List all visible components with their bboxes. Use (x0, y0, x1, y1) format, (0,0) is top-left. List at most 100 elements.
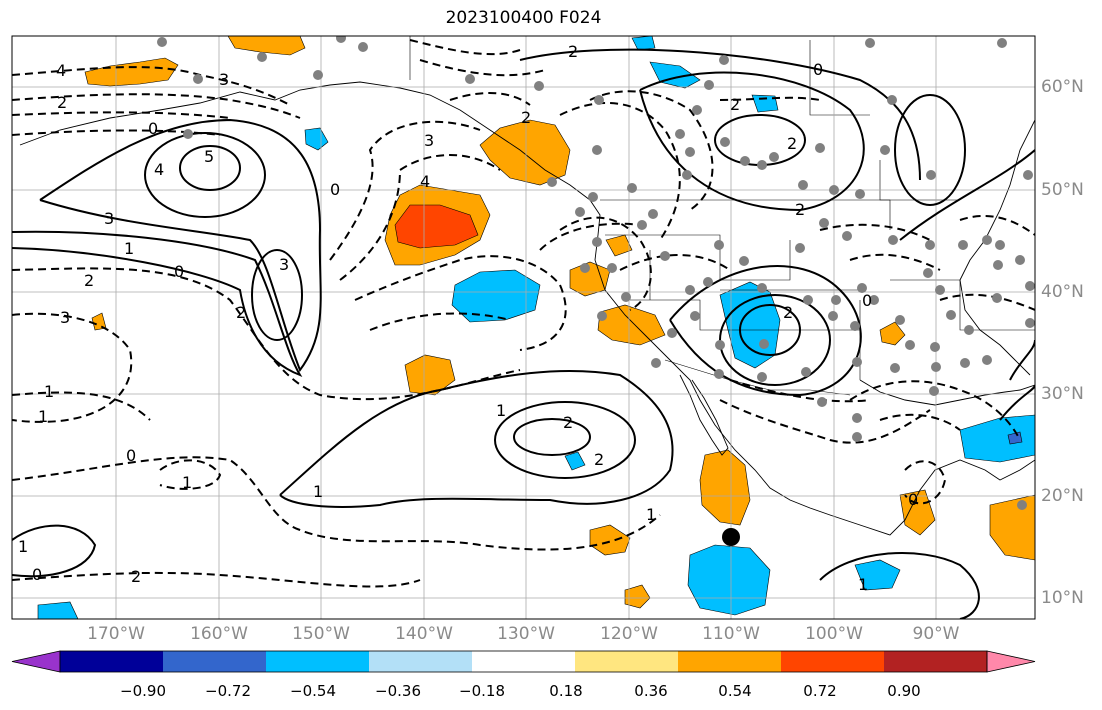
contour-label: 2 (783, 303, 793, 322)
shade-orange-trop (589, 524, 631, 556)
contour-label: 4 (420, 172, 430, 191)
contour-label: 2 (521, 108, 531, 127)
lon-label: 160°W (190, 624, 248, 644)
contour-label: 1 (646, 505, 656, 524)
colorbar-tick-label: −0.54 (290, 682, 336, 700)
colorbar-extend-low (11, 650, 61, 673)
shade-orange-sm4 (605, 234, 633, 257)
shade-orange-sub (404, 354, 456, 396)
contour-label: 2 (568, 42, 578, 61)
contour-labels: 4 3 2 0 5 4 3 1 0 2 3 2 1 1 0 1 0 2 3 4 … (18, 42, 918, 594)
lat-label: 50°N (1041, 180, 1084, 200)
lon-label: 130°W (497, 624, 555, 644)
shade-cyan-sm (564, 451, 586, 471)
lat-label: 60°N (1041, 77, 1084, 97)
lon-label: 150°W (292, 624, 350, 644)
shade-orange-mexico (699, 449, 751, 526)
colorbar-tick-label: 0.54 (718, 682, 752, 700)
contour-label: 0 (813, 60, 823, 79)
lon-label: 120°W (600, 624, 658, 644)
coastlines (19, 81, 1035, 536)
lat-label: 30°N (1041, 384, 1084, 404)
map-frame (11, 35, 1036, 620)
lon-label: 140°W (395, 624, 453, 644)
shade-orange-sm2 (879, 321, 906, 346)
colorbar-segment (884, 651, 988, 672)
colorbar-tick-label: 0.18 (549, 682, 583, 700)
contour-label: 2 (236, 303, 246, 322)
contour-label: 1 (182, 473, 192, 492)
shade-orange-alaska (84, 57, 179, 87)
lon-label: 110°W (702, 624, 760, 644)
contour-label: 3 (279, 255, 289, 274)
colorbar-segment (678, 651, 782, 672)
contour-label: 2 (57, 93, 67, 112)
shade-orange-small1 (624, 584, 651, 609)
lat-label: 20°N (1041, 486, 1084, 506)
shade-cyan-east (854, 559, 901, 591)
contour-label: 1 (18, 537, 28, 556)
contour-label: 2 (131, 567, 141, 586)
colorbar-segment (781, 651, 885, 672)
contour-label: 0 (148, 119, 158, 138)
colorbar-segment (369, 651, 473, 672)
contour-label: 1 (313, 482, 323, 501)
contour-label: 5 (204, 147, 214, 166)
colorbar-segment (60, 651, 164, 672)
colorbar-tick-label: 0.90 (887, 682, 921, 700)
shade-orange-caribbean (989, 494, 1035, 561)
shade-orange-gulf (899, 489, 936, 536)
colorbar-tick-label: −0.72 (205, 682, 251, 700)
map-title: 2023100400 F024 (445, 8, 602, 28)
shade-cyan-alaska (304, 127, 329, 151)
contour-label: 2 (730, 95, 740, 114)
lat-label: 10°N (1041, 588, 1084, 608)
shade-cyan-bottom (37, 601, 79, 619)
colorbar (11, 650, 1036, 673)
shade-cyan-pacific (451, 269, 541, 323)
contour-label: 2 (84, 271, 94, 290)
contour-label: 0 (908, 490, 918, 509)
target-marker (722, 528, 740, 546)
colorbar-extend-high (986, 650, 1036, 673)
contour-label: 4 (56, 61, 66, 80)
contour-label: 0 (174, 262, 184, 281)
shade-cyan-trop (687, 544, 771, 616)
colorbar-segment (266, 651, 370, 672)
lat-label: 40°N (1041, 282, 1084, 302)
contour-label: 0 (862, 291, 872, 310)
contour-label: 4 (154, 160, 164, 179)
shade-orange-top (227, 36, 306, 56)
contour-label: 1 (496, 401, 506, 420)
contour-label: 2 (594, 450, 604, 469)
contour-label: 0 (330, 180, 340, 199)
lon-label: 100°W (805, 624, 863, 644)
colorbar-border (59, 650, 988, 673)
contour-label: 2 (795, 200, 805, 219)
shade-red-pacific (394, 204, 479, 249)
lon-label: 90°W (912, 624, 960, 644)
contour-label: 1 (124, 239, 134, 258)
shade-orange-baja (597, 304, 666, 346)
colorbar-tick-label: −0.90 (120, 682, 166, 700)
colorbar-tick-label: 0.72 (803, 682, 837, 700)
station-dots (157, 36, 1035, 510)
colorbar-segment (163, 651, 267, 672)
contour-label: 3 (424, 131, 434, 150)
colorbar-tick-label: −0.36 (375, 682, 421, 700)
contour-label: 3 (219, 70, 229, 89)
contour-label: 1 (858, 575, 868, 594)
dashed-contours (12, 39, 1035, 588)
colorbar-segment (575, 651, 679, 672)
shade-cyan-canada3 (631, 36, 656, 51)
colorbar-tick-label: 0.36 (634, 682, 668, 700)
contour-label: 0 (126, 446, 136, 465)
contour-label: 1 (38, 407, 48, 426)
contour-label: 2 (787, 134, 797, 153)
colorbar-tick-label: −0.18 (459, 682, 505, 700)
contour-label: 1 (44, 382, 54, 401)
contour-label: 3 (60, 308, 70, 327)
contour-label: 2 (563, 413, 573, 432)
lon-label: 170°W (87, 624, 145, 644)
shade-cyan-canada2 (751, 94, 779, 113)
